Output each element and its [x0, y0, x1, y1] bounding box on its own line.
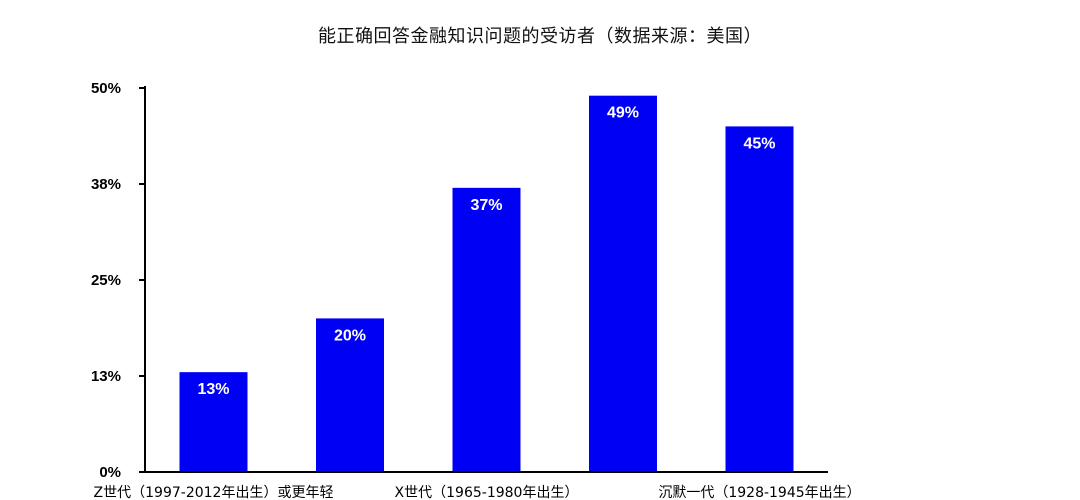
data-label: 45%	[743, 135, 775, 152]
bar	[589, 95, 657, 473]
data-label: 37%	[470, 197, 502, 214]
data-label: 49%	[607, 105, 639, 122]
bar	[725, 126, 794, 473]
x-tick-label: 沉默一代（1928-1945年出生）	[658, 485, 860, 500]
y-tick-label: 25%	[91, 272, 121, 289]
data-label: 13%	[197, 381, 229, 398]
bar	[179, 372, 248, 472]
labels-layer: 0% 13% 25% 38% 50% 13% 20% 37% 49% 45% Z世代（1997-20…	[91, 80, 861, 500]
axes-layer	[139, 86, 828, 473]
chart-title: 能正确回答金融知识问题的受访者（数据来源：美国）	[318, 26, 762, 47]
x-tick-label: Z世代（1997-2012年出生）或更年轻	[94, 485, 334, 500]
y-tick-label: 38%	[91, 176, 121, 193]
data-label: 20%	[334, 327, 366, 344]
y-tick-label: 0%	[99, 464, 121, 481]
bar	[316, 318, 384, 472]
bars-layer	[179, 95, 794, 473]
y-tick-label: 13%	[91, 368, 121, 385]
x-tick-label: X世代（1965-1980年出生）	[395, 485, 579, 500]
y-tick-label: 50%	[91, 80, 121, 97]
bar	[452, 187, 521, 472]
